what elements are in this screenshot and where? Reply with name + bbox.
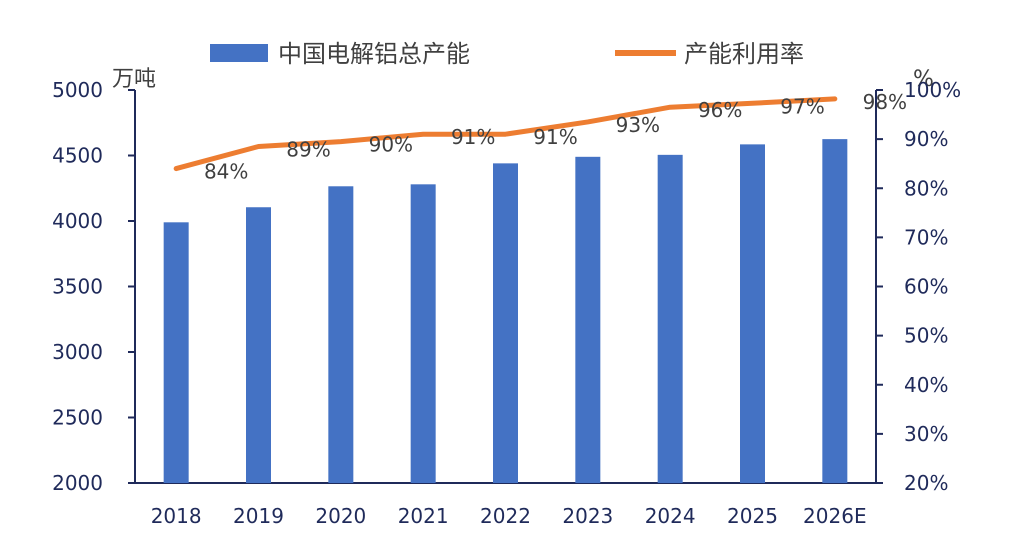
line-data-label: 93% bbox=[616, 113, 660, 137]
line-data-label: 91% bbox=[533, 125, 577, 149]
right-tick-label: 100% bbox=[904, 78, 961, 102]
bar-series bbox=[163, 139, 848, 484]
left-tick-label: 2000 bbox=[52, 471, 103, 495]
line-data-label: 84% bbox=[204, 160, 248, 184]
x-tick-label: 2018 bbox=[151, 504, 202, 528]
left-axis-unit: 万吨 bbox=[112, 67, 156, 92]
bar-2026E bbox=[822, 139, 848, 483]
x-tick-label: 2022 bbox=[480, 504, 531, 528]
bar-2019 bbox=[246, 207, 271, 483]
right-tick-label: 70% bbox=[904, 225, 948, 249]
legend-bar-label: 中国电解铝总产能 bbox=[278, 40, 470, 68]
x-tick-label: 2019 bbox=[233, 504, 284, 528]
legend: 中国电解铝总产能 产能利用率 bbox=[210, 40, 804, 68]
left-tick-label: 3000 bbox=[52, 340, 103, 364]
bar-2022 bbox=[493, 163, 518, 484]
line-data-label: 91% bbox=[451, 125, 495, 149]
right-tick-label: 40% bbox=[904, 373, 948, 397]
legend-bar-swatch bbox=[210, 44, 268, 62]
bar-2020 bbox=[328, 186, 354, 483]
x-tick-label: 2021 bbox=[398, 504, 449, 528]
line-data-label: 98% bbox=[863, 90, 907, 114]
line-data-label: 96% bbox=[698, 98, 742, 122]
left-tick-label: 2500 bbox=[52, 406, 103, 430]
left-tick-label: 4000 bbox=[52, 209, 103, 233]
right-tick-label: 80% bbox=[904, 176, 948, 200]
x-tick-label: 2025 bbox=[727, 504, 778, 528]
right-tick-label: 60% bbox=[904, 275, 948, 299]
bar-2021 bbox=[410, 184, 436, 483]
right-tick-label: 90% bbox=[904, 127, 948, 151]
bar-2025 bbox=[740, 144, 765, 484]
line-data-label: 89% bbox=[286, 137, 330, 161]
x-axis-labels: 2018 2019 2020 2021 2022 2023 2024 2025 2026E bbox=[151, 504, 867, 528]
right-tick-label: 30% bbox=[904, 422, 948, 446]
x-tick-label: 2026E bbox=[803, 504, 867, 528]
bar-2023 bbox=[575, 156, 601, 483]
line-data-label: 90% bbox=[369, 133, 413, 157]
bar-2024 bbox=[657, 154, 683, 483]
left-tick-label: 3500 bbox=[52, 275, 103, 299]
x-tick-label: 2023 bbox=[562, 504, 613, 528]
right-tick-label: 20% bbox=[904, 471, 948, 495]
bar-2018 bbox=[163, 222, 189, 483]
line-data-labels: 84% 89% 90% 91% 91% 93% 96% 97% 98% bbox=[204, 90, 907, 184]
line-data-label: 97% bbox=[780, 94, 824, 118]
utilization-line bbox=[173, 96, 838, 172]
right-axis-unit: % bbox=[913, 67, 934, 92]
left-tick-label: 4500 bbox=[52, 144, 103, 168]
right-tick-label: 50% bbox=[904, 324, 948, 348]
right-axis-ticks: 20% 30% 40% 50% 60% 70% 80% 90% 100% bbox=[876, 78, 961, 495]
left-axis-ticks: 2000 2500 3000 3500 4000 4500 5000 bbox=[52, 78, 135, 495]
x-tick-label: 2020 bbox=[315, 504, 366, 528]
legend-line-label: 产能利用率 bbox=[684, 40, 804, 68]
x-tick-label: 2024 bbox=[645, 504, 696, 528]
left-tick-label: 5000 bbox=[52, 78, 103, 102]
